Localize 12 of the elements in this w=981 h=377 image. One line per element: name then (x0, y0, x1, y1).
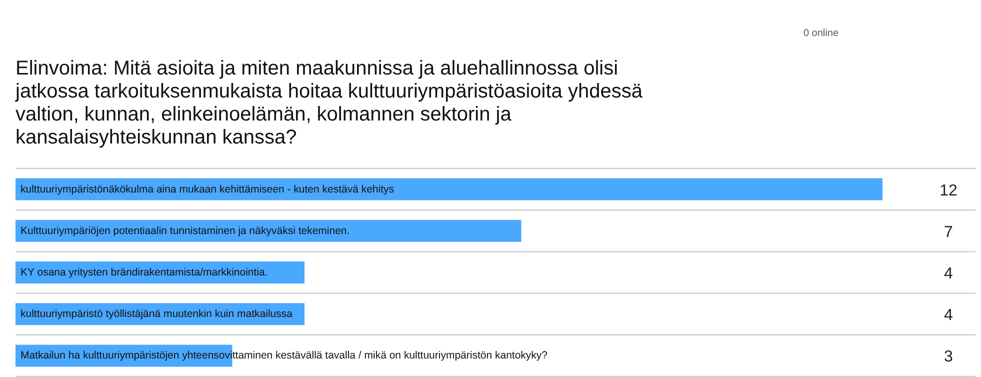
y-tick-label: kulttuuriympäristönäkökulma aina mukaan kehittämiseen - kuten kestävä kehitys (20, 183, 394, 196)
y-tick-label: kulttuuriympäristö työllistäjänä muutenkin kuin matkailussa (20, 308, 293, 320)
bar (16, 178, 882, 200)
data-label: 7 (944, 224, 954, 241)
y-tick-label: Kulttuuriympäriöjen potentiaalin tunnistaminen ja näkyväksi tekeminen. (20, 224, 350, 237)
y-tick-label: KY osana yritysten brändirakentamista/markkinointia. (20, 266, 268, 278)
data-label: 4 (944, 307, 954, 324)
data-label: 4 (944, 266, 954, 282)
chart-title: Elinvoima: Mitä asioita ja miten maakunnissa ja aluehallinnossa olisi jatkossa tarkoituksenmukaista hoitaa kulttuuriympäristöasioita yhdessä valtion, kunnan, elinkeinoelämän, kolmannen sektorin ja kansalaisyhteiskunnan kanssa? (14, 58, 644, 148)
text: 0 online (803, 28, 839, 39)
data-label: 3 (944, 348, 954, 366)
data-label: 12 (940, 182, 958, 200)
